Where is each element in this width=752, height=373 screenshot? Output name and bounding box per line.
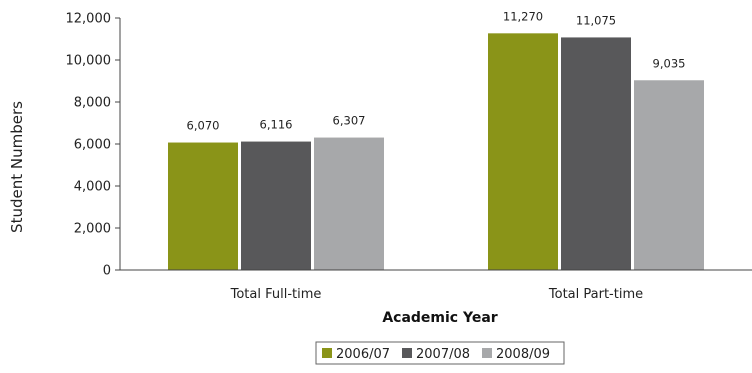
x-axis: Total Full-time Total Part-time: [120, 269, 752, 302]
data-label: 9,035: [653, 56, 686, 70]
data-label: 11,270: [503, 9, 543, 23]
legend-swatch: [482, 348, 492, 358]
x-category-label: Total Full-time: [230, 287, 322, 302]
bar-2007-08-part-time: [561, 37, 631, 270]
data-label: 11,075: [576, 13, 616, 27]
x-category-label: Total Part-time: [548, 287, 643, 302]
x-axis-title: Academic Year: [382, 310, 497, 326]
legend-swatch: [322, 348, 332, 358]
legend-entry: 2006/07: [336, 347, 390, 362]
legend-entry: 2007/08: [416, 347, 470, 362]
data-label: 6,116: [260, 118, 293, 132]
y-axis: 0 2,000 4,000 6,000 8,000 10,000 12,000: [66, 12, 121, 279]
y-axis-title: Student Numbers: [8, 101, 26, 233]
y-tick-label: 12,000: [66, 12, 112, 27]
bar-2006-07-part-time: [488, 33, 558, 270]
legend-entry: 2008/09: [496, 347, 550, 362]
y-tick-label: 4,000: [74, 180, 111, 195]
y-tick-label: 10,000: [66, 54, 112, 69]
bar-2008-09-part-time: [634, 80, 704, 270]
legend: 2006/07 2007/08 2008/09: [315, 341, 565, 365]
y-tick-label: 0: [103, 264, 111, 279]
data-labels: 6,070 6,116 6,307 11,270 11,075 9,035: [187, 9, 686, 132]
y-tick-label: 2,000: [74, 222, 111, 237]
legend-box: [315, 341, 565, 365]
data-label: 6,070: [187, 119, 220, 133]
legend-swatch: [402, 348, 412, 358]
y-tick-label: 6,000: [74, 138, 111, 153]
bar-2007-08-full-time: [241, 141, 311, 270]
bar-2006-07-full-time: [168, 142, 238, 270]
bar-2008-09-full-time: [314, 137, 384, 270]
y-tick-label: 8,000: [74, 96, 111, 111]
bars: [168, 33, 704, 270]
data-label: 6,307: [333, 114, 366, 128]
